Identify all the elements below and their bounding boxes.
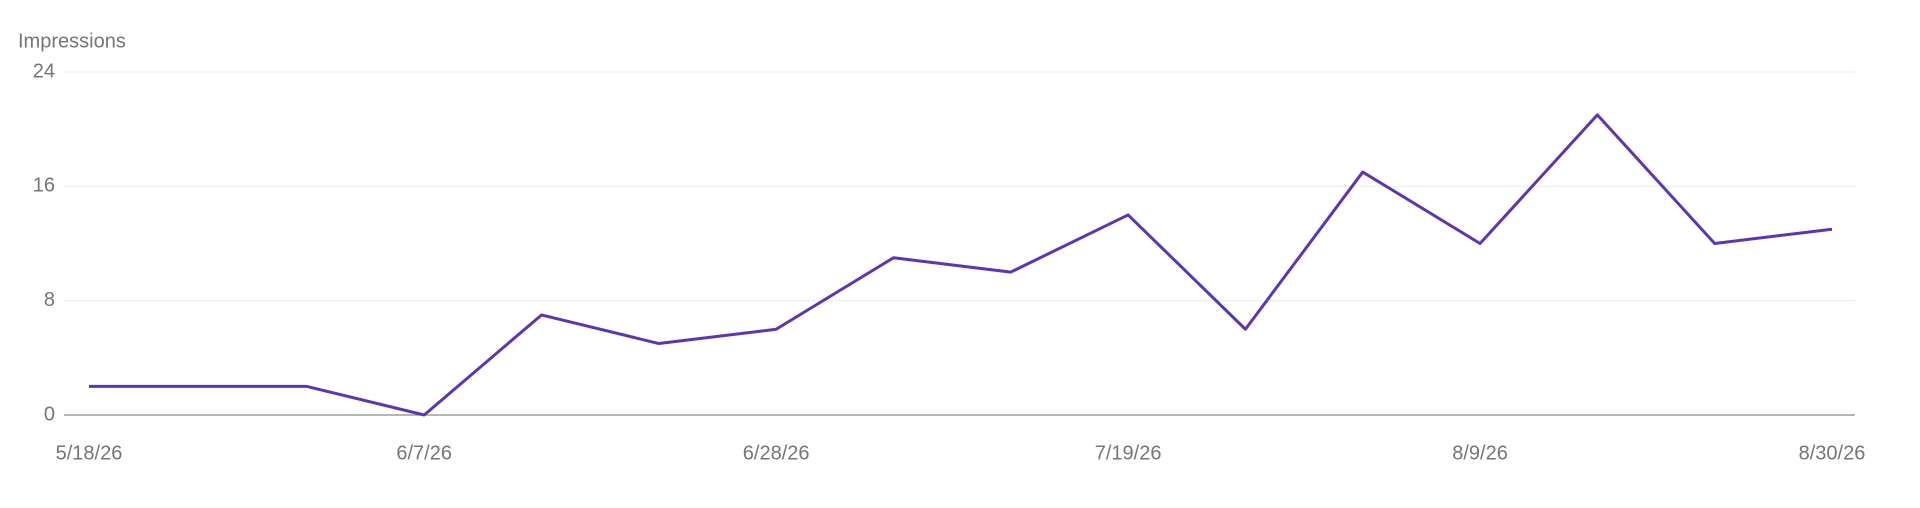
x-tick-label: 6/28/26 (743, 442, 810, 464)
line-series (89, 113, 1833, 417)
x-tick-label: 8/30/26 (1799, 442, 1866, 464)
x-tick-label: 6/7/26 (396, 442, 452, 464)
y-axis-title: Impressions (18, 30, 126, 52)
y-tick-label: 24 (33, 60, 55, 82)
x-tick-label: 5/18/26 (56, 442, 123, 464)
y-tick-label: 16 (33, 175, 55, 197)
x-tick-label: 8/9/26 (1452, 442, 1508, 464)
y-tick-label: 0 (44, 403, 55, 425)
y-tick-label: 8 (44, 289, 55, 311)
x-tick-label: 7/19/26 (1095, 442, 1162, 464)
